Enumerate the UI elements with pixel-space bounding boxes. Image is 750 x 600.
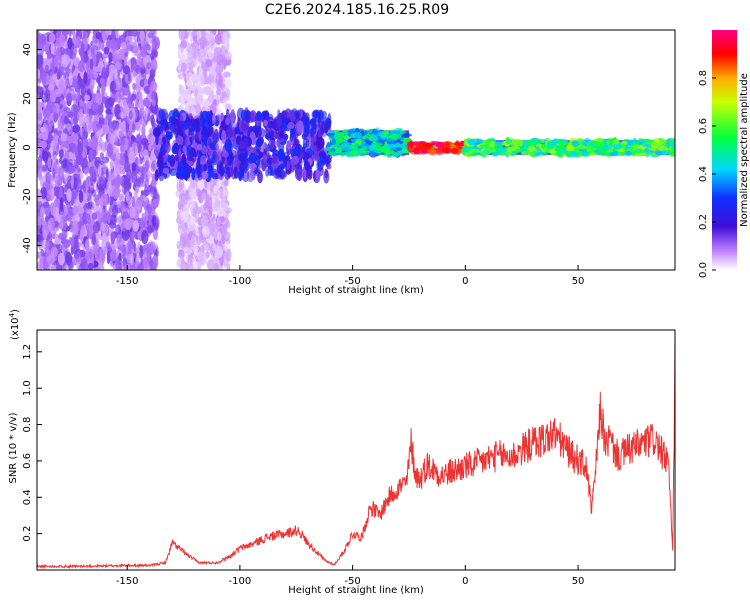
snr-y-tick-label: 0.6 xyxy=(22,453,33,469)
colorbar-label: Normalized spectral amplitude xyxy=(739,73,750,227)
snr-y-tick-label: 0.2 xyxy=(22,526,33,542)
multiplier-exponent: 4 xyxy=(8,312,16,317)
colorbar: 0.0 0.2 0.4 0.6 0.8 Normalized spectral ampl… xyxy=(698,30,750,278)
heatmap-region xyxy=(152,107,333,184)
snr-y-tick-label: 1.0 xyxy=(22,380,33,396)
snr-y-tick-label: 1.2 xyxy=(22,344,33,360)
snr-x-tick-label: -100 xyxy=(229,576,252,587)
spectrogram-y-tick-label: -20 xyxy=(22,188,33,204)
colorbar-tick-label: 0.0 xyxy=(698,262,709,278)
spectrogram-y-tick-label: 0 xyxy=(22,144,33,150)
spectrogram-x-tick-label: -50 xyxy=(344,276,360,287)
spectrogram-x-tick-label: -150 xyxy=(116,276,139,287)
heatmap-region xyxy=(37,30,161,270)
snr-x-tick-label: 50 xyxy=(572,576,585,587)
figure-title: C2E6.2024.185.16.25.R09 xyxy=(265,2,449,18)
spectrogram-y-tick-label: 40 xyxy=(22,43,33,56)
snr-x-ticks: -150 -100 -50 0 50 xyxy=(116,565,585,587)
snr-x-tick-label: -50 xyxy=(344,576,360,587)
colorbar-tick-label: 0.4 xyxy=(698,166,709,182)
snr-panel: -150 -100 -50 0 50 0.2 0.4 0.6 0.8 1.0 1.2 Height… xyxy=(8,309,676,596)
colorbar-ticks: 0.0 0.2 0.4 0.6 0.8 xyxy=(698,70,716,278)
snr-y-tick-label: 0.4 xyxy=(22,489,33,505)
spectrogram-frame xyxy=(36,29,676,271)
snr-y-ticks: 0.2 0.4 0.6 0.8 1.0 1.2 xyxy=(22,344,42,542)
spectrogram-x-tick-label: 0 xyxy=(462,276,468,287)
colorbar-tick-label: 0.6 xyxy=(698,118,709,134)
snr-x-tick-label: -150 xyxy=(116,576,139,587)
spectrogram-panel: -150 -100 -50 0 50 -40 -20 0 20 40 Height of str… xyxy=(7,29,676,296)
spectrogram-y-label: Frequency (Hz) xyxy=(7,112,18,188)
spectrogram-x-tick-label: 50 xyxy=(572,276,585,287)
spectrogram-y-ticks: -40 -20 0 20 40 xyxy=(22,43,42,254)
spectrogram-y-tick-label: -40 xyxy=(22,237,33,253)
multiplier-base: (x10 xyxy=(10,317,21,340)
snr-frame xyxy=(36,329,676,571)
spectrogram-x-ticks: -150 -100 -50 0 50 xyxy=(116,265,585,287)
heatmap-region xyxy=(325,127,413,158)
heatmap-region xyxy=(461,137,675,158)
snr-y-label: SNR (10 * v/v) xyxy=(8,412,19,483)
spectrogram-x-tick-label: -100 xyxy=(229,276,252,287)
colorbar-tick-label: 0.2 xyxy=(698,214,709,230)
spectrogram-y-tick-label: 20 xyxy=(22,92,33,105)
spectrogram-x-label: Height of straight line (km) xyxy=(288,285,424,296)
snr-y-multiplier: (x104) xyxy=(8,309,21,340)
spectrogram-heatmap xyxy=(37,30,675,270)
snr-y-tick-label: 0.8 xyxy=(22,417,33,433)
colorbar-scale xyxy=(712,30,737,270)
snr-x-label: Height of straight line (km) xyxy=(288,585,424,596)
svg-text:(x104): (x104) xyxy=(8,309,21,340)
snr-series-line xyxy=(36,334,676,570)
colorbar-tick-label: 0.8 xyxy=(698,70,709,86)
heatmap-region xyxy=(406,140,469,156)
snr-x-tick-label: 0 xyxy=(462,576,468,587)
